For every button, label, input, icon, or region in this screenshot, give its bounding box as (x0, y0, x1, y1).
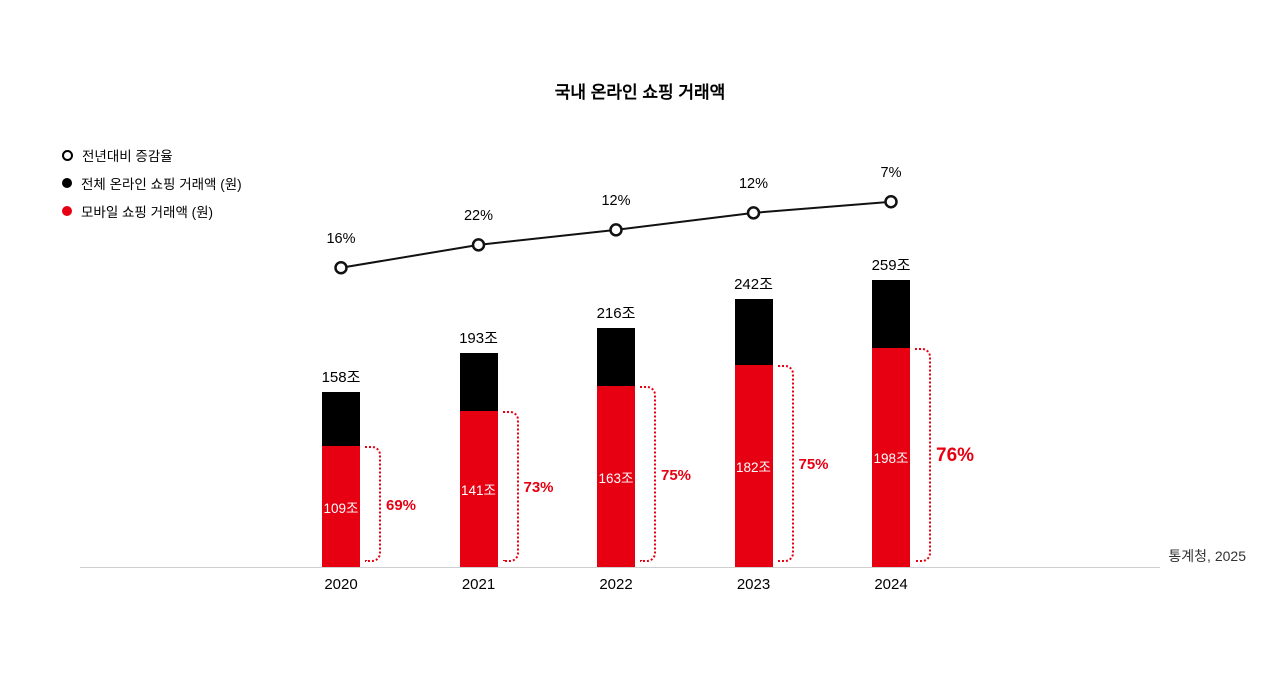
yoy-point-2022 (609, 223, 623, 237)
bar-mobile-2021: 141조 (459, 410, 498, 567)
x-axis-label-2020: 2020 (324, 576, 358, 593)
yoy-value-label-2023: 12% (738, 175, 769, 192)
mobile-share-label-2022: 75% (661, 466, 692, 484)
legend-item-total-online: 전체 온라인 쇼핑 거래액 (원) (62, 169, 242, 197)
mobile-share-bracket-2021 (502, 410, 519, 562)
total-value-label-2023: 242조 (734, 275, 773, 293)
legend-label-total: 전체 온라인 쇼핑 거래액 (원) (81, 177, 242, 192)
mobile-share-bracket-2022 (640, 386, 656, 562)
yoy-value-label-2022: 12% (601, 192, 631, 209)
total-value-label-2024: 259조 (871, 257, 911, 275)
open-circle-icon (62, 149, 73, 161)
red-circle-icon (62, 206, 72, 216)
total-value-label-2022: 216조 (596, 304, 636, 322)
mobile-share-bracket-2020 (365, 446, 381, 562)
mobile-share-label-2023: 75% (798, 456, 829, 474)
yoy-point-2021 (471, 238, 486, 252)
yoy-point-2020 (334, 260, 348, 275)
legend-item-mobile: 모바일 쇼핑 거래액 (원) (62, 197, 242, 225)
bar-mobile-2022: 163조 (597, 386, 635, 567)
total-value-label-2020: 158조 (321, 368, 361, 386)
x-axis-label-2021: 2021 (461, 576, 496, 593)
x-axis-label-2023: 2023 (736, 576, 771, 593)
yoy-value-label-2021: 22% (463, 207, 494, 224)
total-value-label-2021: 193조 (459, 330, 498, 348)
legend: 전년대비 증감율 전체 온라인 쇼핑 거래액 (원) 모바일 쇼핑 거래액 (원… (62, 141, 242, 225)
x-axis-line (80, 567, 1160, 568)
legend-label-mobile: 모바일 쇼핑 거래액 (원) (81, 205, 214, 220)
yoy-point-2024 (884, 194, 898, 209)
yoy-value-label-2020: 16% (326, 230, 356, 247)
bar-mobile-2024: 198조 (872, 347, 910, 567)
bar-mobile-2023: 182조 (734, 365, 773, 567)
mobile-share-bracket-2023 (777, 365, 794, 562)
black-circle-icon (62, 178, 72, 188)
mobile-share-label-2024: 76% (936, 445, 975, 467)
chart-title: 국내 온라인 쇼핑 거래액 (554, 83, 726, 102)
yoy-point-2023 (746, 206, 761, 220)
bar-mobile-2020: 109조 (322, 446, 360, 567)
mobile-share-bracket-2024 (915, 347, 931, 562)
source-label: 통계청, 2025 (1168, 548, 1246, 564)
yoy-line (340, 200, 892, 269)
x-axis-label-2022: 2022 (599, 576, 633, 593)
yoy-value-label-2024: 7% (880, 164, 902, 181)
mobile-share-label-2021: 73% (523, 478, 554, 496)
x-axis-label-2024: 2024 (874, 576, 908, 593)
legend-item-yoy-rate: 전년대비 증감율 (62, 141, 242, 169)
legend-label-yoy: 전년대비 증감율 (82, 149, 173, 164)
mobile-share-label-2020: 69% (386, 496, 417, 514)
